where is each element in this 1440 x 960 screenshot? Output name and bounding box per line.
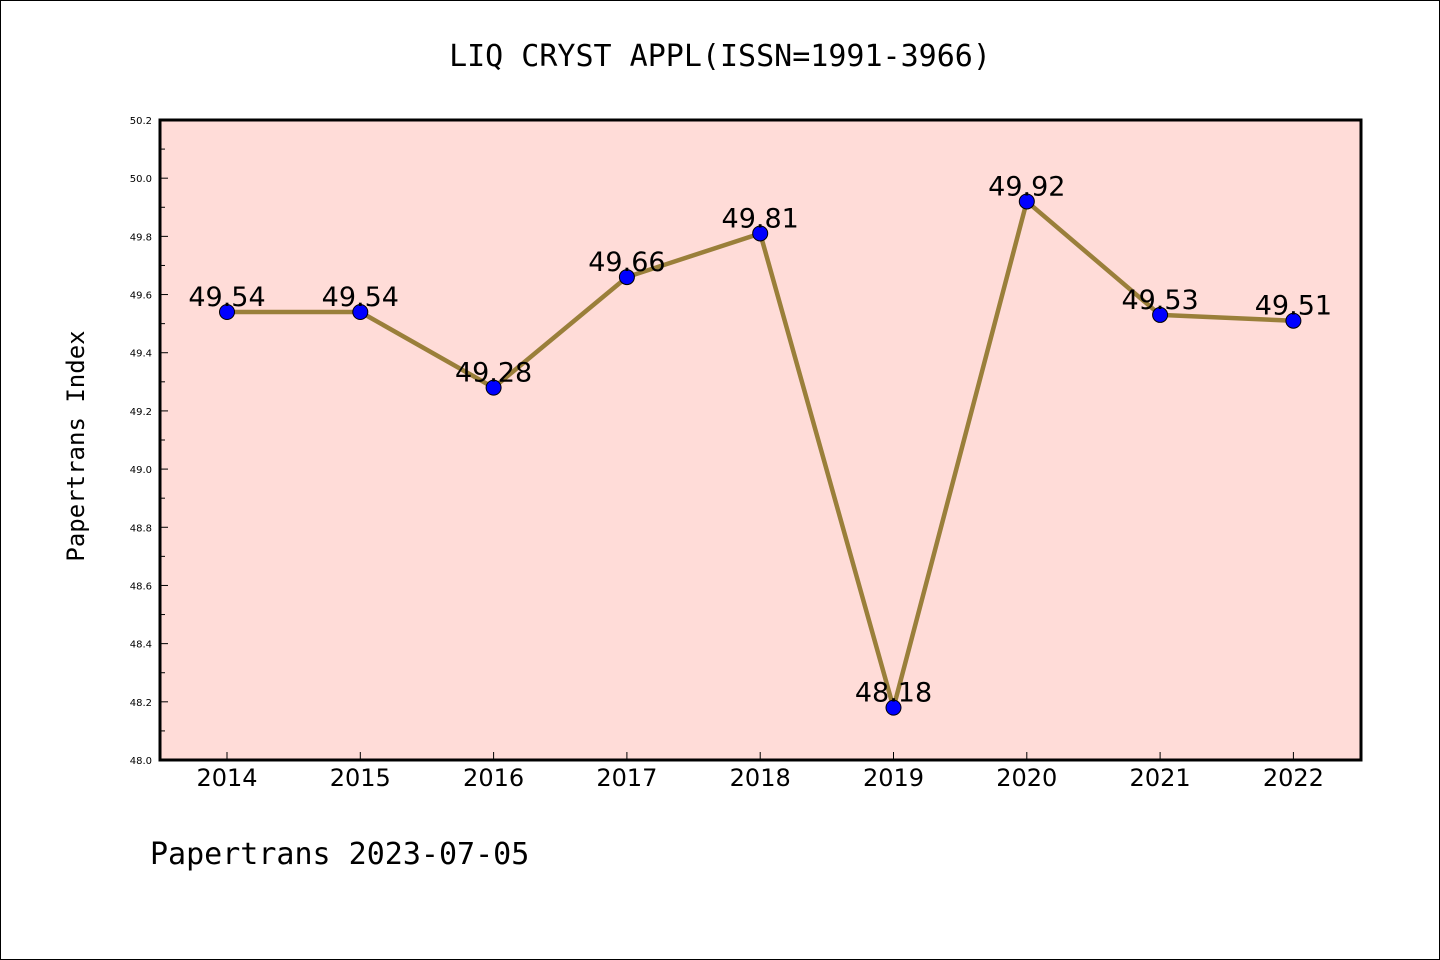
y-axis-label: Papertrans Index (62, 330, 90, 561)
y-tick-label: 50.2 (130, 116, 152, 127)
y-tick-label: 49.8 (130, 232, 152, 243)
data-point (1018, 193, 1035, 210)
data-point (352, 304, 369, 320)
y-tick-label: 50.0 (130, 174, 152, 185)
y-tick-label: 48.8 (130, 523, 152, 534)
data-label: 49.66 (588, 247, 665, 278)
x-tick-label: 2015 (330, 764, 391, 792)
x-axis: 2014 2015 2016 2017 2018 2019 2020 2021 2022 (196, 752, 1324, 792)
y-tick-label: 48.2 (130, 698, 152, 709)
data-point (1285, 312, 1302, 329)
data-point (219, 304, 235, 320)
y-tick-label: 48.0 (130, 756, 152, 767)
data-label: 49.81 (722, 203, 799, 234)
data-point (885, 699, 902, 716)
series-line-group (219, 193, 1302, 716)
data-label: 49.51 (1255, 291, 1332, 322)
x-tick-label: 2016 (463, 764, 524, 792)
x-tick-label: 2014 (196, 764, 257, 792)
data-label: 49.53 (1121, 285, 1198, 316)
data-point (1152, 306, 1169, 323)
y-tick-label: 49.6 (130, 291, 152, 302)
data-label: 49.92 (988, 171, 1065, 202)
y-axis: 48.0 48.2 48.4 48.6 48.8 49.0 49.2 49.4 49.6 49.8… (130, 116, 168, 767)
x-tick-label: 2018 (730, 764, 791, 792)
data-label: 49.28 (455, 358, 532, 389)
y-tick-label: 49.2 (130, 407, 152, 418)
y-tick-label: 48.4 (130, 640, 152, 651)
data-point (485, 379, 502, 396)
y-tick-label: 48.6 (130, 581, 152, 592)
data-point (752, 225, 769, 242)
x-tick-label: 2019 (863, 764, 924, 792)
chart-title: LIQ CRYST APPL(ISSN=1991-3966) (449, 39, 991, 74)
data-label-group: 49.54 49.54 49.28 49.66 49.81 48.18 49.92 49.53… (188, 171, 1332, 708)
x-tick-label: 2021 (1130, 764, 1191, 792)
data-label: 49.54 (322, 282, 399, 313)
footer-credit: Papertrans 2023-07-05 (150, 837, 529, 872)
x-tick-label: 2020 (996, 764, 1057, 792)
y-tick-label: 49.4 (130, 349, 152, 360)
data-point (618, 269, 635, 286)
data-label: 49.54 (188, 282, 265, 313)
data-label: 48.18 (855, 678, 932, 709)
x-tick-label: 2017 (596, 764, 657, 792)
y-tick-label: 49.0 (130, 465, 152, 476)
x-tick-label: 2022 (1263, 764, 1324, 792)
